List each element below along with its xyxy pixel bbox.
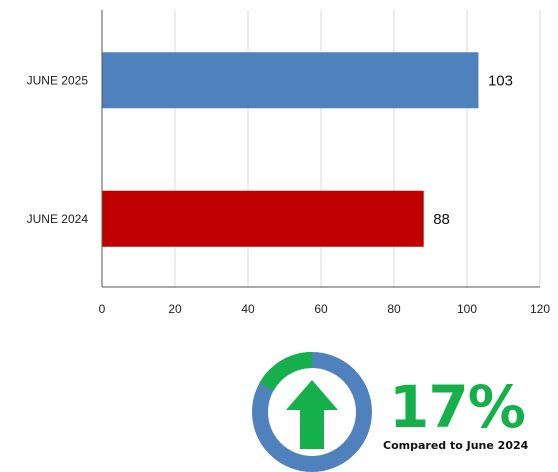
chart-bars: JUNE 2025 103 JUNE 2024 88 xyxy=(27,52,513,247)
kpi-percent: 17% xyxy=(389,373,526,441)
bar xyxy=(102,190,424,247)
x-tick-label: 100 xyxy=(457,302,477,316)
kpi-caption: Compared to June 2024 xyxy=(383,439,529,452)
data-label: 88 xyxy=(433,211,450,228)
x-tick-label: 120 xyxy=(530,302,550,316)
donut-segment xyxy=(259,352,313,392)
category-label: JUNE 2025 xyxy=(27,73,89,87)
data-label: 103 xyxy=(488,72,513,89)
x-tick-label: 40 xyxy=(241,302,255,316)
x-tick-label: 60 xyxy=(314,302,328,316)
x-tick-label: 20 xyxy=(168,302,182,316)
bar xyxy=(102,52,479,109)
kpi-donut xyxy=(252,352,372,472)
x-tick-label: 80 xyxy=(387,302,401,316)
category-label: JUNE 2024 xyxy=(27,212,89,226)
x-tick-label: 0 xyxy=(99,302,106,316)
up-arrow-icon xyxy=(286,380,338,449)
x-tick-labels: 0 20 40 60 80 100 120 xyxy=(99,302,551,316)
